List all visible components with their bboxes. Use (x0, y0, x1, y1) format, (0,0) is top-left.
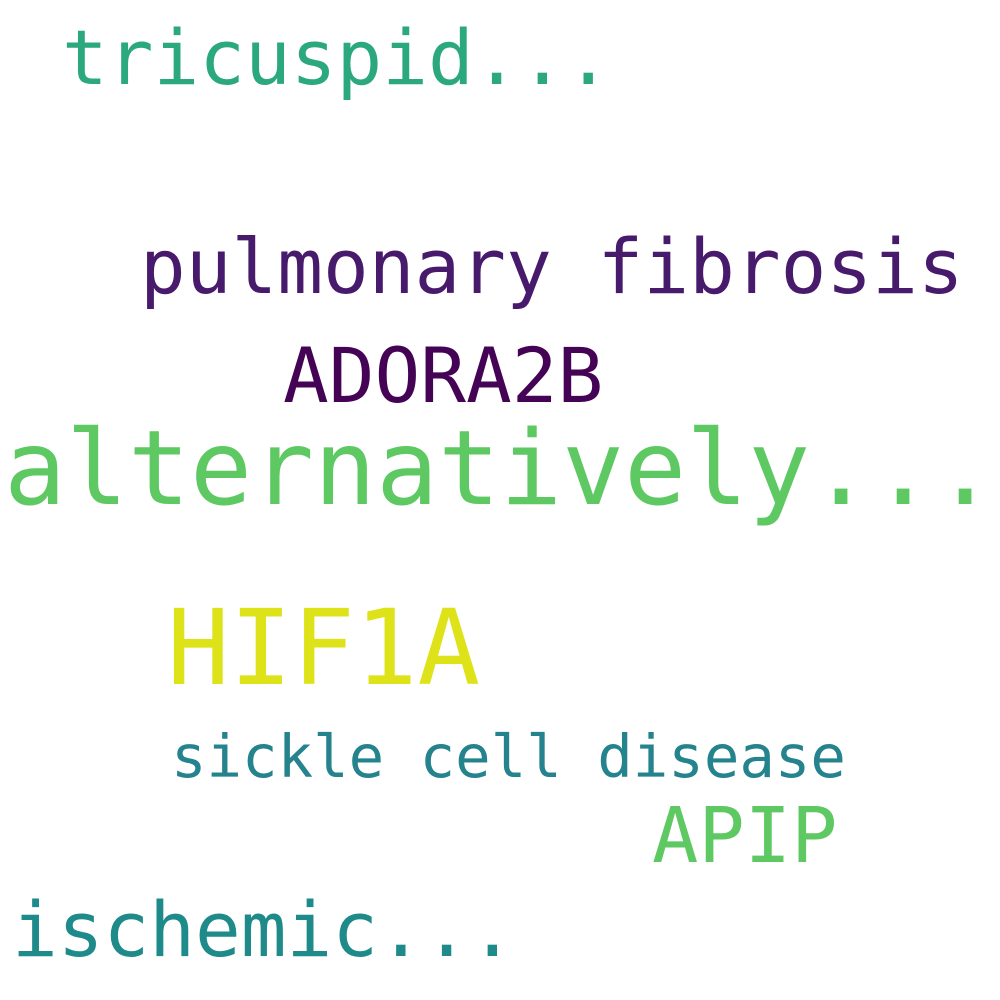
word-tricuspid: tricuspid... (62, 13, 612, 102)
word-ischemic: ischemic... (12, 885, 516, 974)
word-adora2b: ADORA2B (283, 331, 604, 420)
word-hif1a: HIF1A (167, 587, 481, 709)
word-sickle-cell-disease: sickle cell disease (171, 722, 846, 791)
word-apip: APIP (652, 792, 838, 881)
word-pulmonary-fibrosis: pulmonary fibrosis (140, 222, 964, 311)
word-alternatively: alternatively... (4, 409, 997, 529)
